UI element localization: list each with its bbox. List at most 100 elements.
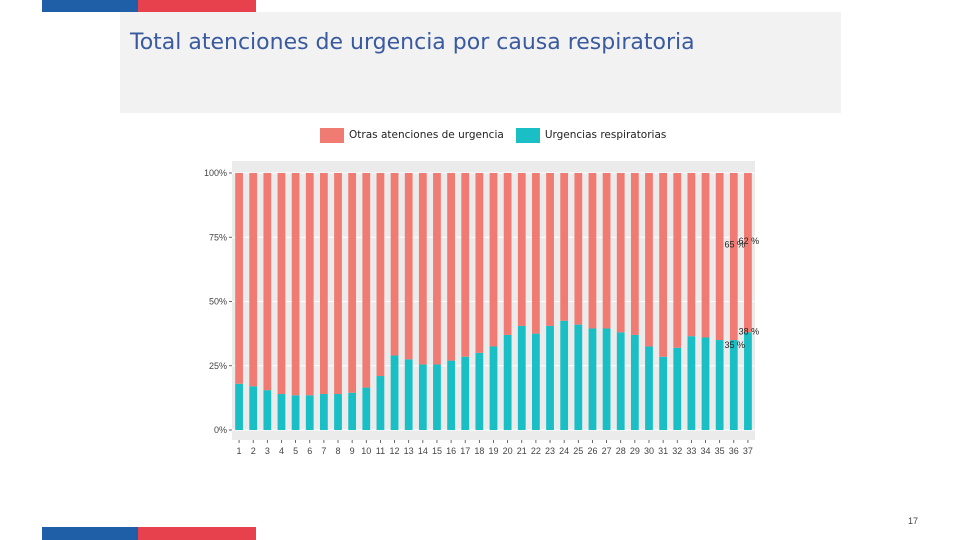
bar-respiratorias <box>546 325 554 430</box>
bar-otras <box>376 173 385 377</box>
bar-respiratorias <box>687 336 696 430</box>
bar-otras <box>418 173 427 365</box>
x-tick-label: 37 <box>743 446 753 456</box>
legend-label-respiratorias: Urgencias respiratorias <box>544 129 667 141</box>
bar-otras <box>461 173 470 357</box>
x-tick-label: 13 <box>404 446 414 456</box>
bar-respiratorias <box>390 355 399 430</box>
x-tick-label: 36 <box>729 446 739 456</box>
bar-otras <box>532 173 540 334</box>
bar-respiratorias <box>560 320 569 430</box>
stacked-bar-chart: 0%25%50%75%100%1 2 3 4 5 6 7 8 9 10 11 12 13 14 15 16 17… <box>204 161 760 456</box>
legend-item-respiratorias: Urgencias respiratorias <box>515 127 667 143</box>
bar-otras <box>305 173 314 396</box>
data-label: 62 % <box>739 236 760 246</box>
bar-respiratorias <box>673 347 682 430</box>
bar-respiratorias <box>588 328 597 430</box>
x-tick-label: 30 <box>644 446 654 456</box>
x-tick-label: 1 <box>237 446 242 456</box>
bar-otras <box>630 173 639 335</box>
bar-otras <box>588 173 597 329</box>
bar-otras <box>687 173 696 337</box>
bar-respiratorias <box>517 325 526 430</box>
x-tick-label: 22 <box>531 446 541 456</box>
bar-otras <box>334 173 342 395</box>
x-tick-label: 6 <box>307 446 312 456</box>
x-tick-label: 7 <box>321 446 326 456</box>
bar-otras <box>659 173 668 357</box>
bar-respiratorias <box>447 360 455 430</box>
bar-otras <box>645 173 653 347</box>
slide-title: Total atenciones de urgencia por causa r… <box>130 30 695 55</box>
bar-otras <box>447 173 455 361</box>
x-tick-label: 19 <box>488 446 498 456</box>
brand-stripe-blue-bottom <box>42 527 138 540</box>
bar-respiratorias <box>348 392 357 430</box>
bar-otras <box>546 173 554 326</box>
bar-respiratorias <box>715 340 724 430</box>
bar-respiratorias <box>503 334 512 430</box>
x-tick-label: 15 <box>432 446 442 456</box>
brand-stripe-red-top <box>138 0 256 12</box>
x-tick-label: 2 <box>251 446 256 456</box>
bar-otras <box>602 173 611 329</box>
bar-otras <box>560 173 569 321</box>
x-tick-label: 29 <box>630 446 640 456</box>
bar-otras <box>503 173 512 335</box>
legend-swatch-respiratorias <box>515 127 540 143</box>
bar-otras <box>729 173 738 341</box>
bar-respiratorias <box>489 346 498 430</box>
x-tick-label: 8 <box>336 446 341 456</box>
bar-otras <box>404 173 413 360</box>
bar-respiratorias <box>602 328 611 430</box>
legend-item-otras: Otras atenciones de urgencia <box>320 127 504 143</box>
bar-otras <box>701 173 710 338</box>
bar-respiratorias <box>362 387 371 430</box>
legend-label-otras: Otras atenciones de urgencia <box>349 129 504 141</box>
x-tick-label: 21 <box>517 446 527 456</box>
bar-otras <box>277 173 286 395</box>
x-tick-label: 17 <box>460 446 470 456</box>
data-label: 35 % <box>725 340 746 350</box>
bar-respiratorias <box>235 383 243 430</box>
bar-otras <box>433 173 441 365</box>
bar-otras <box>348 173 357 393</box>
bar-respiratorias <box>334 394 342 430</box>
bar-otras <box>362 173 371 388</box>
x-tick-label: 33 <box>686 446 696 456</box>
bar-otras <box>574 173 583 325</box>
data-label: 38 % <box>739 326 760 336</box>
bar-respiratorias <box>659 356 668 430</box>
x-tick-label: 3 <box>265 446 270 456</box>
chart-legend: Otras atenciones de urgencia Urgencias r… <box>320 126 672 144</box>
bar-respiratorias <box>291 395 300 430</box>
bar-respiratorias <box>630 334 639 430</box>
bar-respiratorias <box>616 332 625 430</box>
x-tick-label: 31 <box>658 446 668 456</box>
x-tick-label: 16 <box>446 446 456 456</box>
x-tick-label: 28 <box>616 446 626 456</box>
bar-respiratorias <box>475 352 484 430</box>
x-tick-label: 23 <box>545 446 555 456</box>
bar-otras <box>517 173 526 326</box>
bar-otras <box>319 173 328 395</box>
data-label: 65 % <box>725 240 746 250</box>
bar-respiratorias <box>305 395 314 430</box>
bar-otras <box>715 173 724 341</box>
bar-respiratorias <box>574 324 583 430</box>
bar-otras <box>390 173 399 356</box>
page-number: 17 <box>908 516 919 526</box>
bar-respiratorias <box>433 364 441 430</box>
bar-otras <box>475 173 484 353</box>
x-tick-label: 18 <box>474 446 484 456</box>
x-tick-label: 10 <box>361 446 371 456</box>
x-tick-label: 34 <box>701 446 711 456</box>
x-tick-label: 26 <box>587 446 597 456</box>
y-tick-label: 25% <box>209 361 227 371</box>
bar-otras <box>263 173 272 391</box>
bar-respiratorias <box>418 364 427 430</box>
bar-respiratorias <box>645 346 653 430</box>
bar-otras <box>291 173 300 396</box>
x-tick-label: 27 <box>602 446 612 456</box>
x-tick-label: 9 <box>350 446 355 456</box>
